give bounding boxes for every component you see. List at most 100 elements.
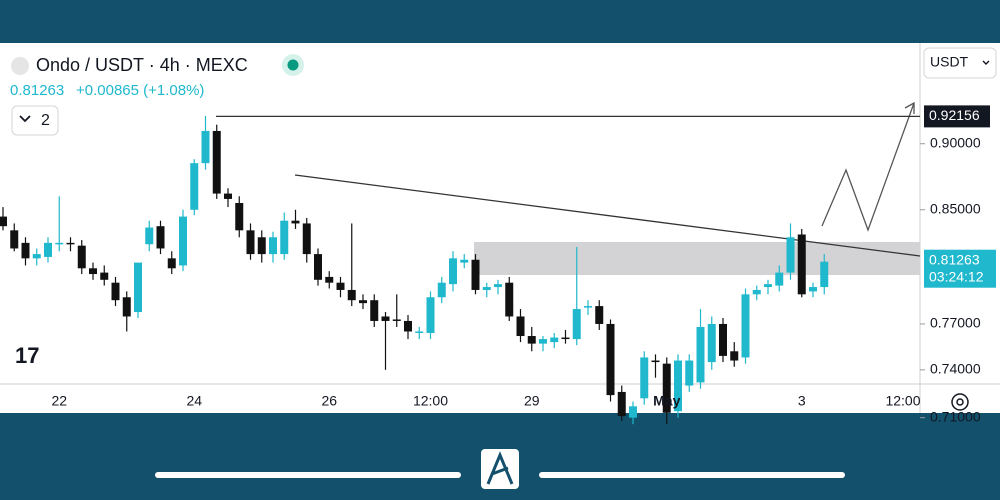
y-tick-label: 0.90000 (930, 134, 981, 150)
candle-body (291, 220, 300, 224)
candle-body (809, 287, 817, 292)
last-price: 0.81263 (10, 82, 64, 99)
candle-body (359, 300, 367, 304)
nav-bar (539, 472, 845, 478)
candle-body (0, 216, 7, 227)
candle-body (145, 227, 154, 245)
currency-label: USDT (930, 54, 969, 70)
status-dot (287, 59, 299, 71)
indicator-count: 2 (41, 112, 50, 129)
candle-body (437, 282, 446, 298)
candle-body (494, 284, 502, 288)
candle-body (482, 287, 491, 290)
y-tick-label: 0.77000 (930, 315, 981, 331)
candle-body (201, 130, 210, 164)
candle-body (100, 272, 109, 280)
x-tick-label: 22 (51, 393, 67, 409)
candle-body (370, 300, 379, 321)
candle-body (179, 216, 187, 266)
candle-body (606, 323, 615, 396)
chevron (19, 115, 31, 123)
x-tick-label: 12:00 (413, 393, 448, 409)
candle-body (707, 323, 716, 363)
candle-body (77, 245, 86, 269)
candle-body (212, 130, 221, 194)
candle-body (235, 202, 244, 231)
y-tick-label: 0.71000 (930, 408, 981, 424)
candle-body (640, 357, 649, 399)
candle-body (797, 234, 806, 295)
candle-body (651, 360, 660, 363)
x-tick-label: 24 (186, 393, 202, 409)
candle-body (336, 282, 345, 290)
candle-body (89, 268, 97, 275)
candle-body (471, 259, 480, 290)
candle-body (111, 282, 120, 301)
candle-body (764, 284, 772, 288)
candle-body (134, 262, 142, 313)
x-tick-label: 26 (321, 393, 337, 409)
candle-body (752, 289, 761, 295)
indicator-toggle[interactable] (11, 105, 59, 136)
chart-title: Ondo / USDT · 4h · MEXC (36, 55, 248, 75)
settings-icon-core (956, 398, 964, 406)
candle-body (696, 326, 705, 383)
candle-body (719, 323, 727, 356)
candle-body (66, 242, 75, 245)
candle-body (527, 336, 536, 344)
price-tag (924, 249, 996, 288)
candle-body (156, 226, 165, 249)
candle-body (629, 406, 637, 418)
candle-body (392, 319, 401, 321)
candle-body (674, 360, 682, 412)
candle-body (55, 242, 64, 245)
candle-body (561, 337, 570, 340)
candle-body (44, 242, 52, 257)
candle-body (32, 254, 41, 259)
projection-path (821, 102, 915, 232)
chart-card (0, 43, 1000, 413)
candle-body (572, 309, 581, 340)
candle-body (224, 193, 232, 199)
candle-body (741, 294, 750, 358)
candle-body (280, 220, 289, 255)
candle-body (246, 230, 255, 255)
candle-body (662, 363, 671, 413)
candle-body (820, 261, 829, 288)
price-change: +0.00865 (+1.08%) (76, 82, 204, 99)
candle-body (449, 258, 457, 285)
y-tick-label: 0.85000 (930, 200, 981, 216)
candle-body (302, 223, 311, 255)
candle-body (539, 339, 547, 344)
candle-body (426, 297, 435, 333)
nav-bar (155, 472, 461, 478)
x-tick-label: 29 (524, 393, 540, 409)
arrow-head (904, 101, 915, 114)
candle-body (730, 351, 739, 361)
settings-icon[interactable] (951, 393, 969, 411)
candle-body (404, 320, 412, 332)
tv-logo: 17 (15, 343, 39, 368)
candle-body (550, 337, 559, 343)
candle-body (505, 282, 514, 317)
candle-body (122, 297, 131, 317)
level-tag (924, 105, 990, 128)
candle-body (347, 289, 356, 301)
candle-body (775, 272, 784, 286)
candle-body (10, 230, 19, 249)
candle-body (685, 360, 694, 386)
candle-body (460, 259, 469, 263)
price-tag-label: 0.81263 (929, 251, 980, 267)
x-tick-label: 12:00 (885, 393, 920, 409)
countdown-label: 03:24:12 (929, 268, 984, 284)
candle-body (516, 316, 525, 337)
y-tick-label: 0.74000 (930, 361, 981, 377)
candle-body (314, 254, 322, 280)
coin-icon (11, 57, 29, 75)
candle-body (381, 316, 390, 321)
candle-body (325, 276, 334, 283)
currency-select[interactable] (923, 47, 997, 79)
x-tick-label: May (653, 393, 680, 409)
